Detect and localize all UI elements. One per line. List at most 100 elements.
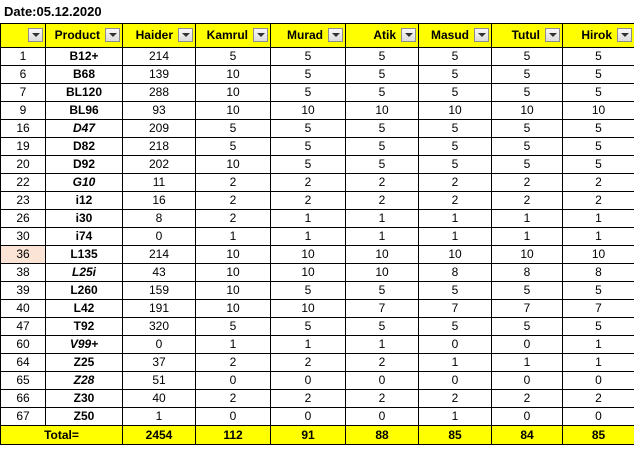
value-cell[interactable]: 0 bbox=[491, 371, 563, 390]
value-cell[interactable]: 2 bbox=[195, 353, 271, 372]
value-cell[interactable]: 2 bbox=[345, 173, 419, 192]
total-cell[interactable]: 84 bbox=[491, 425, 563, 445]
filter-dropdown-icon[interactable] bbox=[253, 28, 268, 42]
value-cell[interactable]: 10 bbox=[270, 245, 346, 264]
filter-dropdown-icon[interactable] bbox=[617, 28, 632, 42]
product-cell[interactable]: L42 bbox=[45, 299, 123, 318]
value-cell[interactable]: 1 bbox=[491, 353, 563, 372]
value-cell[interactable]: 2 bbox=[195, 191, 271, 210]
value-cell[interactable]: 37 bbox=[122, 353, 196, 372]
value-cell[interactable]: 5 bbox=[491, 119, 563, 138]
value-cell[interactable]: 8 bbox=[418, 263, 492, 282]
filter-dropdown-icon[interactable] bbox=[328, 28, 343, 42]
value-cell[interactable]: 5 bbox=[270, 119, 346, 138]
value-cell[interactable]: 2 bbox=[345, 353, 419, 372]
value-cell[interactable]: 1 bbox=[270, 335, 346, 354]
value-cell[interactable]: 1 bbox=[491, 209, 563, 228]
value-cell[interactable]: 5 bbox=[562, 119, 634, 138]
filter-dropdown-icon[interactable] bbox=[105, 28, 120, 42]
value-cell[interactable]: 5 bbox=[491, 317, 563, 336]
value-cell[interactable]: 5 bbox=[418, 317, 492, 336]
value-cell[interactable]: 214 bbox=[122, 245, 196, 264]
value-cell[interactable]: 5 bbox=[562, 65, 634, 84]
value-cell[interactable]: 10 bbox=[345, 245, 419, 264]
product-cell[interactable]: Z25 bbox=[45, 353, 123, 372]
filter-dropdown-icon[interactable] bbox=[474, 28, 489, 42]
value-cell[interactable]: 5 bbox=[491, 281, 563, 300]
value-cell[interactable]: 2 bbox=[195, 209, 271, 228]
value-cell[interactable]: 5 bbox=[491, 65, 563, 84]
value-cell[interactable]: 0 bbox=[491, 407, 563, 426]
row-index-cell[interactable]: 39 bbox=[0, 281, 46, 300]
value-cell[interactable]: 5 bbox=[195, 47, 271, 66]
value-cell[interactable]: 10 bbox=[195, 245, 271, 264]
value-cell[interactable]: 5 bbox=[195, 137, 271, 156]
product-cell[interactable]: Z28 bbox=[45, 371, 123, 390]
value-cell[interactable]: 5 bbox=[345, 317, 419, 336]
value-cell[interactable]: 1 bbox=[195, 227, 271, 246]
value-cell[interactable]: 5 bbox=[270, 65, 346, 84]
value-cell[interactable]: 5 bbox=[270, 83, 346, 102]
row-index-cell[interactable]: 66 bbox=[0, 389, 46, 408]
row-index-cell[interactable]: 22 bbox=[0, 173, 46, 192]
row-index-cell[interactable]: 40 bbox=[0, 299, 46, 318]
value-cell[interactable]: 5 bbox=[345, 83, 419, 102]
total-cell[interactable]: 85 bbox=[562, 425, 634, 445]
value-cell[interactable]: 2 bbox=[491, 173, 563, 192]
value-cell[interactable]: 10 bbox=[418, 245, 492, 264]
value-cell[interactable]: 5 bbox=[562, 155, 634, 174]
value-cell[interactable]: 10 bbox=[195, 101, 271, 120]
value-cell[interactable]: 1 bbox=[345, 335, 419, 354]
value-cell[interactable]: 16 bbox=[122, 191, 196, 210]
value-cell[interactable]: 2 bbox=[491, 191, 563, 210]
value-cell[interactable]: 5 bbox=[491, 137, 563, 156]
value-cell[interactable]: 5 bbox=[345, 119, 419, 138]
filter-dropdown-icon[interactable] bbox=[28, 28, 43, 42]
product-cell[interactable]: D82 bbox=[45, 137, 123, 156]
total-cell[interactable]: 2454 bbox=[122, 425, 196, 445]
value-cell[interactable]: 2 bbox=[562, 389, 634, 408]
value-cell[interactable]: 10 bbox=[418, 101, 492, 120]
value-cell[interactable]: 5 bbox=[345, 65, 419, 84]
value-cell[interactable]: 8 bbox=[491, 263, 563, 282]
value-cell[interactable]: 10 bbox=[195, 281, 271, 300]
value-cell[interactable]: 288 bbox=[122, 83, 196, 102]
row-index-cell[interactable]: 20 bbox=[0, 155, 46, 174]
product-cell[interactable]: Z30 bbox=[45, 389, 123, 408]
value-cell[interactable]: 191 bbox=[122, 299, 196, 318]
product-cell[interactable]: i12 bbox=[45, 191, 123, 210]
row-index-cell[interactable]: 23 bbox=[0, 191, 46, 210]
value-cell[interactable]: 10 bbox=[491, 245, 563, 264]
value-cell[interactable]: 1 bbox=[270, 209, 346, 228]
value-cell[interactable]: 2 bbox=[270, 191, 346, 210]
value-cell[interactable]: 10 bbox=[195, 299, 271, 318]
value-cell[interactable]: 1 bbox=[418, 407, 492, 426]
row-index-cell[interactable]: 9 bbox=[0, 101, 46, 120]
value-cell[interactable]: 10 bbox=[195, 65, 271, 84]
value-cell[interactable]: 5 bbox=[270, 317, 346, 336]
value-cell[interactable]: 5 bbox=[345, 137, 419, 156]
row-index-cell[interactable]: 38 bbox=[0, 263, 46, 282]
product-cell[interactable]: T92 bbox=[45, 317, 123, 336]
value-cell[interactable]: 320 bbox=[122, 317, 196, 336]
value-cell[interactable]: 0 bbox=[122, 335, 196, 354]
row-index-cell[interactable]: 64 bbox=[0, 353, 46, 372]
product-cell[interactable]: i30 bbox=[45, 209, 123, 228]
product-cell[interactable]: i74 bbox=[45, 227, 123, 246]
filter-dropdown-icon[interactable] bbox=[401, 28, 416, 42]
product-cell[interactable]: D47 bbox=[45, 119, 123, 138]
value-cell[interactable]: 5 bbox=[562, 83, 634, 102]
value-cell[interactable]: 2 bbox=[270, 173, 346, 192]
product-cell[interactable]: B12+ bbox=[45, 47, 123, 66]
value-cell[interactable]: 2 bbox=[345, 389, 419, 408]
value-cell[interactable]: 139 bbox=[122, 65, 196, 84]
value-cell[interactable]: 2 bbox=[418, 389, 492, 408]
value-cell[interactable]: 1 bbox=[195, 335, 271, 354]
value-cell[interactable]: 1 bbox=[122, 407, 196, 426]
total-cell[interactable]: 91 bbox=[270, 425, 346, 445]
value-cell[interactable]: 5 bbox=[345, 47, 419, 66]
value-cell[interactable]: 2 bbox=[345, 191, 419, 210]
value-cell[interactable]: 209 bbox=[122, 119, 196, 138]
value-cell[interactable]: 0 bbox=[562, 371, 634, 390]
value-cell[interactable]: 5 bbox=[345, 155, 419, 174]
